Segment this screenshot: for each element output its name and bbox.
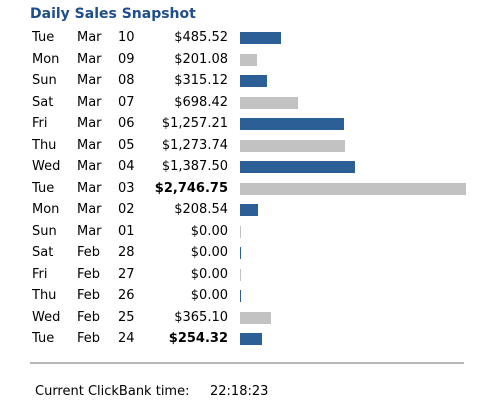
date: 07	[118, 94, 135, 110]
footer-label: Current ClickBank time:	[35, 384, 190, 399]
sales-bar	[240, 53, 258, 66]
day: Tue	[32, 30, 55, 45]
amount: $485.52	[174, 30, 228, 45]
sales-bar	[240, 32, 281, 44]
day: Sat	[32, 94, 54, 110]
month: Mar	[77, 223, 102, 239]
amount: $365.10	[174, 309, 228, 325]
sales-bar	[240, 96, 299, 109]
amount: $201.08	[174, 51, 228, 67]
divider	[30, 362, 464, 364]
amount: $254.32	[168, 331, 228, 346]
day: Sat	[32, 245, 54, 260]
date: 04	[118, 159, 135, 174]
day: Wed	[32, 159, 61, 174]
month: Mar	[77, 116, 102, 131]
amount: $208.54	[174, 202, 228, 217]
date: 27	[118, 266, 135, 282]
amount: $0.00	[190, 266, 228, 282]
day: Thu	[32, 288, 57, 303]
month: Mar	[77, 94, 102, 110]
sales-bar	[240, 204, 259, 216]
date: 26	[118, 288, 135, 303]
amount: $0.00	[190, 223, 228, 239]
amount: $2,746.75	[154, 180, 228, 196]
sales-bar	[240, 75, 267, 87]
date: 09	[118, 51, 135, 67]
day: Tue	[32, 180, 55, 196]
amount: $315.12	[174, 73, 228, 88]
sales-bar	[240, 290, 241, 302]
day: Sun	[32, 223, 57, 239]
month: Mar	[77, 180, 102, 196]
date: 10	[118, 30, 135, 45]
month: Mar	[77, 73, 102, 88]
sales-bar	[240, 118, 344, 130]
day: Mon	[32, 51, 60, 67]
amount: $1,257.21	[161, 116, 228, 131]
footer-time: 22:18:23	[210, 384, 269, 399]
date: 03	[118, 180, 135, 196]
day: Sun	[32, 73, 57, 88]
month: Mar	[77, 51, 102, 67]
sales-bar	[240, 247, 241, 259]
month: Mar	[77, 159, 102, 174]
month: Feb	[77, 245, 101, 260]
amount: $1,387.50	[161, 159, 228, 174]
amount: $0.00	[190, 288, 228, 303]
day: Fri	[32, 116, 48, 131]
title: Daily Sales Snapshot	[30, 6, 196, 22]
month: Mar	[77, 30, 102, 45]
day: Fri	[32, 266, 48, 282]
month: Feb	[77, 266, 101, 282]
sales-bar	[240, 139, 346, 152]
sales-bar	[240, 333, 262, 345]
sales-bar	[240, 182, 466, 195]
amount: $0.00	[190, 245, 228, 260]
month: Mar	[77, 137, 102, 153]
date: 05	[118, 137, 135, 153]
date: 24	[118, 331, 135, 346]
date: 06	[118, 116, 135, 131]
sales-bar	[240, 268, 241, 281]
day: Mon	[32, 202, 60, 217]
amount: $1,273.74	[161, 137, 228, 153]
month: Feb	[77, 309, 101, 325]
sales-bar	[240, 311, 271, 324]
date: 25	[118, 309, 135, 325]
day: Tue	[32, 331, 55, 346]
date: 28	[118, 245, 135, 260]
date: 08	[118, 73, 135, 88]
month: Mar	[77, 202, 102, 217]
day: Wed	[32, 309, 61, 325]
month: Feb	[77, 331, 101, 346]
date: 02	[118, 202, 135, 217]
month: Feb	[77, 288, 101, 303]
date: 01	[118, 223, 135, 239]
sales-bar	[240, 161, 355, 173]
sales-bar	[240, 225, 241, 238]
day: Thu	[32, 137, 57, 153]
amount: $698.42	[174, 94, 228, 110]
